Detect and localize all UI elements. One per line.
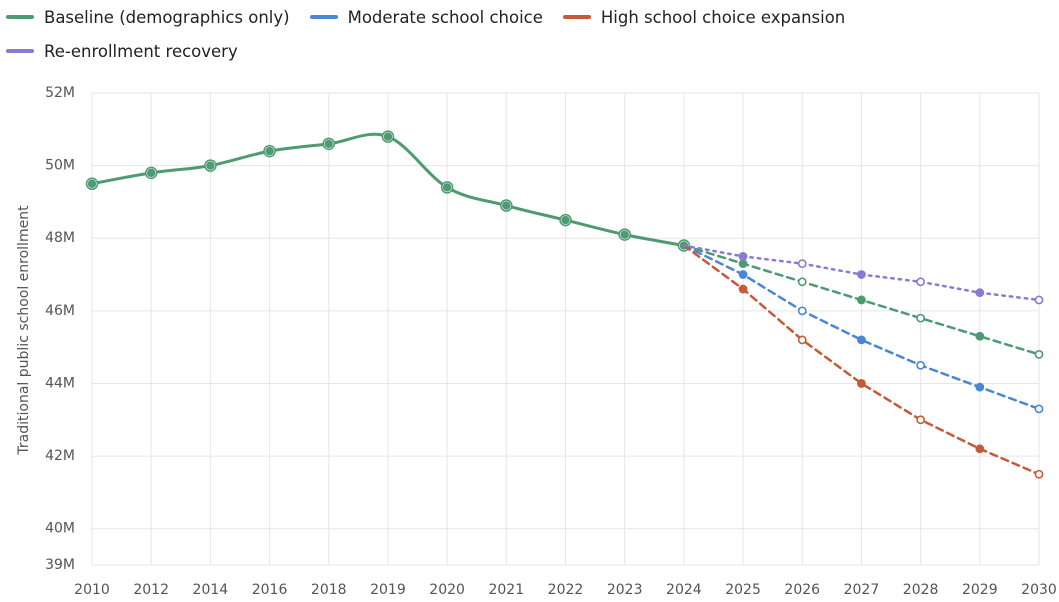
data-point [975, 288, 985, 298]
grid [91, 92, 1040, 566]
data-point [857, 335, 866, 345]
x-tick-label: 2028 [903, 582, 939, 598]
legend-swatch [6, 49, 34, 53]
legend-label: Re-enrollment recovery [44, 41, 238, 61]
legend-item: Re-enrollment recovery [6, 34, 238, 68]
y-tick-label: 48M [45, 230, 75, 246]
data-point-ring [263, 144, 276, 158]
data-point-ring [322, 137, 335, 151]
data-point-ring [618, 228, 631, 241]
data-point-ring [144, 166, 158, 180]
x-tick-label: 2016 [252, 582, 288, 598]
data-point [916, 360, 926, 370]
y-axis-label: Traditional public school enrollment [16, 205, 32, 456]
legend-label: High school choice expansion [600, 7, 846, 27]
x-tick-label: 2029 [962, 582, 998, 598]
data-point-ring [381, 130, 395, 143]
data-point [857, 270, 866, 279]
data-point [916, 313, 926, 323]
x-tick-label: 2023 [607, 582, 643, 598]
x-tick-label: 2020 [429, 582, 465, 598]
data-point [1034, 295, 1044, 305]
x-tick-label: 2024 [666, 582, 702, 598]
data-point [975, 444, 985, 454]
y-tick-label: 52M [45, 85, 75, 101]
legend-swatch [562, 15, 591, 19]
legend: Baseline (demographics only) Moderate sch… [6, 0, 906, 68]
x-tick-label: 2027 [844, 582, 880, 598]
x-tick-label: 2026 [784, 582, 820, 598]
data-point-ring [204, 159, 217, 172]
x-tick-label: 2021 [488, 582, 524, 598]
y-tick-label: 40M [45, 521, 75, 537]
data-point [797, 335, 807, 345]
legend-item: High school choice expansion [562, 0, 846, 34]
data-point [975, 382, 985, 392]
x-tick-label: 2022 [548, 582, 584, 598]
data-point [797, 259, 807, 269]
y-tick-label: 44M [45, 375, 75, 391]
x-tick-label: 2019 [370, 582, 406, 598]
x-tick-label: 2018 [311, 582, 347, 598]
data-point [797, 306, 807, 316]
y-tick-label: 50M [45, 158, 75, 174]
data-point [738, 259, 748, 269]
legend-label: Baseline (demographics only) [44, 7, 290, 27]
data-point [738, 251, 748, 261]
data-point [1034, 469, 1044, 479]
x-tick-label: 2014 [193, 582, 229, 598]
x-tick-label: 2030 [1021, 582, 1057, 598]
data-point [975, 331, 985, 341]
legend-item: Baseline (demographics only) [6, 0, 290, 34]
data-point [738, 270, 748, 279]
x-tick-label: 2010 [74, 582, 110, 598]
data-point [1034, 350, 1044, 359]
legend-item: Moderate school choice [309, 0, 543, 34]
data-point [916, 415, 926, 425]
data-point [797, 277, 807, 287]
data-point [857, 295, 866, 305]
data-point-ring [440, 181, 454, 194]
y-tick-label: 46M [45, 303, 75, 319]
x-tick-label: 2025 [725, 582, 761, 598]
legend-swatch [309, 15, 338, 19]
data-point-ring [677, 239, 691, 252]
y-tick-label: 39M [45, 557, 75, 573]
data-point [916, 277, 926, 287]
legend-swatch [6, 15, 34, 19]
data-point [738, 284, 748, 294]
data-point [1034, 404, 1044, 414]
legend-label: Moderate school choice [347, 7, 543, 27]
data-point-ring [559, 213, 572, 227]
data-point-ring [500, 199, 513, 212]
x-tick-label: 2012 [133, 582, 169, 598]
data-point-ring [85, 177, 99, 191]
data-point [857, 379, 866, 388]
y-tick-label: 42M [45, 448, 75, 464]
